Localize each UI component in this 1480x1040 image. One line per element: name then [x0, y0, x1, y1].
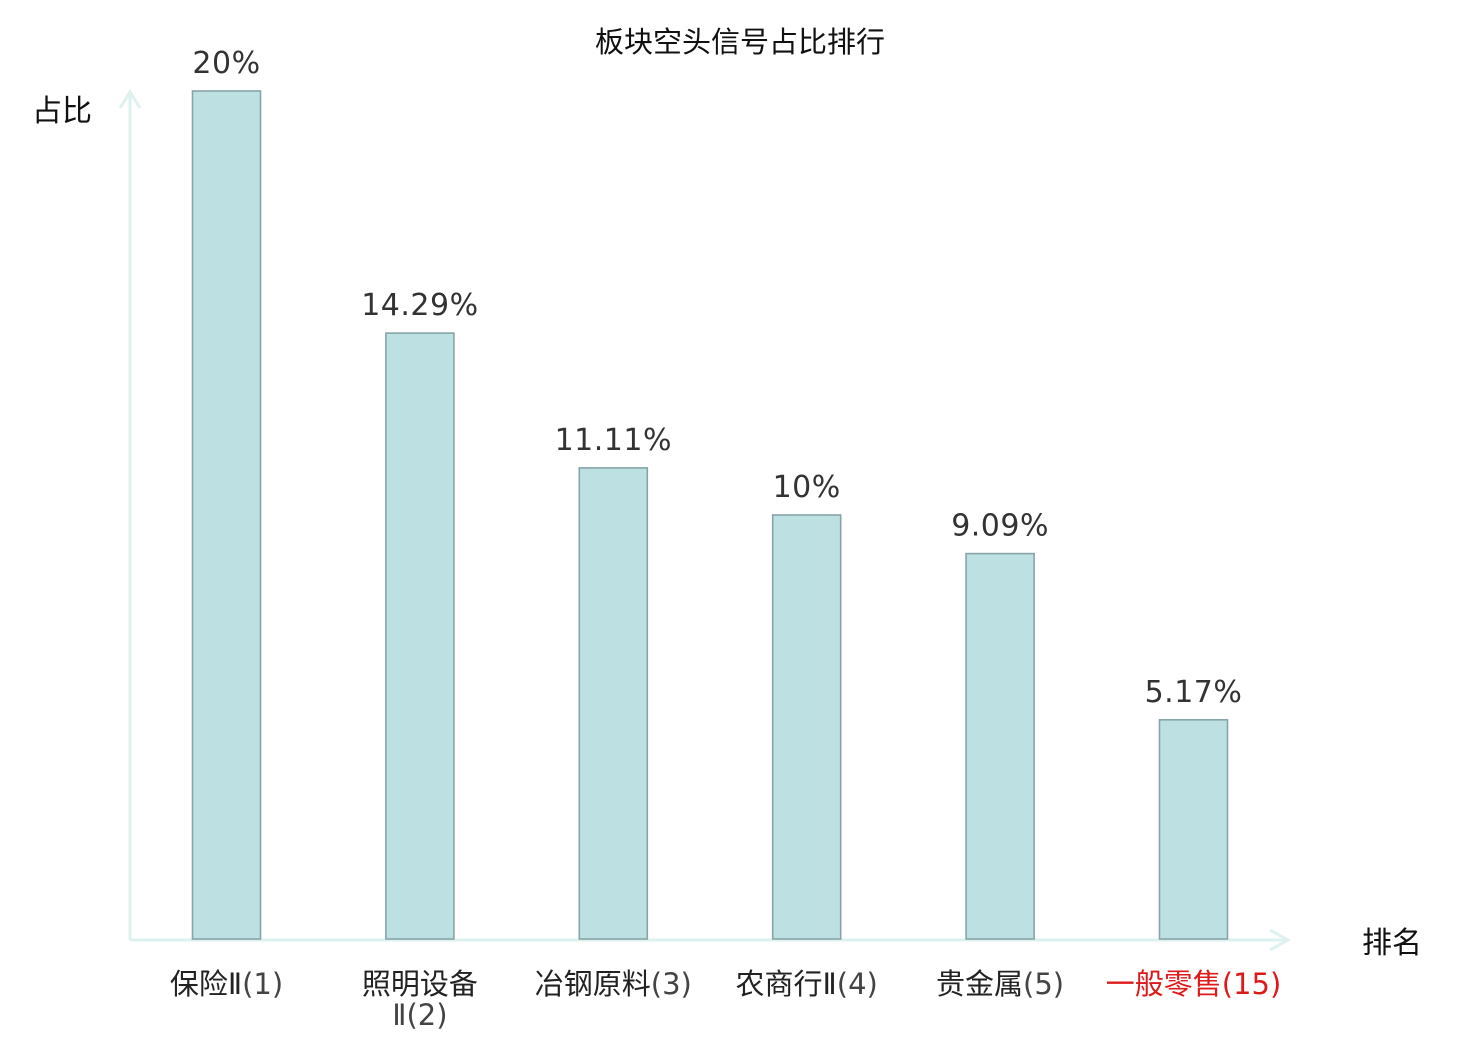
category-label: 农商行Ⅱ(4): [736, 967, 878, 1001]
bar-value-label: 11.11%: [555, 423, 672, 458]
bar: [578, 467, 649, 940]
category-label: 照明设备: [362, 967, 478, 1001]
category-name: 贵金属: [936, 967, 1023, 1001]
y-axis-label: 占比: [32, 94, 92, 129]
category-label: 贵金属(5): [936, 967, 1064, 1001]
category-label: 一般零售(15): [1106, 967, 1282, 1001]
category-name: 照明设备: [362, 967, 478, 1001]
category-name: 农商行Ⅱ: [736, 967, 837, 1001]
bar-value-label: 9.09%: [951, 509, 1049, 544]
bar-value-label: 5.17%: [1145, 675, 1243, 710]
bar: [771, 514, 842, 940]
category-rank: (1): [242, 967, 283, 1001]
bar-value-label: 20%: [192, 46, 260, 81]
bar: [965, 552, 1035, 940]
category-rank: (5): [1023, 967, 1064, 1001]
category-label-line2: Ⅱ(2): [392, 998, 447, 1032]
bar-value-label: 14.29%: [361, 288, 478, 323]
category-name: 冶钢原料: [535, 967, 651, 1001]
bar: [191, 90, 262, 940]
value-labels-group: 20% 14.29% 11.11% 10% 9.09% 5.17%: [192, 46, 1242, 710]
category-name: 一般零售: [1106, 967, 1222, 1001]
category-rank: (4): [837, 967, 878, 1001]
category-rank: (2): [406, 998, 447, 1032]
bar-value-label: 10%: [773, 470, 841, 505]
y-axis: [118, 89, 142, 940]
x-axis-arrowhead: [1269, 928, 1292, 952]
x-axis: [130, 928, 1292, 952]
chart-title: 板块空头信号占比排行: [595, 25, 885, 59]
category-rank: (3): [651, 967, 692, 1001]
category-name: 保险Ⅱ: [170, 967, 242, 1001]
bars-group: [191, 90, 1229, 940]
y-axis-arrowhead: [118, 89, 142, 109]
category-label: 保险Ⅱ(1): [170, 967, 283, 1001]
bar: [385, 332, 455, 940]
category-rank: (15): [1222, 967, 1282, 1001]
bar: [1158, 718, 1229, 940]
x-axis-label: 排名: [1362, 926, 1422, 961]
category-name-continued: Ⅱ: [392, 998, 406, 1032]
category-label: 冶钢原料(3): [535, 967, 692, 1001]
